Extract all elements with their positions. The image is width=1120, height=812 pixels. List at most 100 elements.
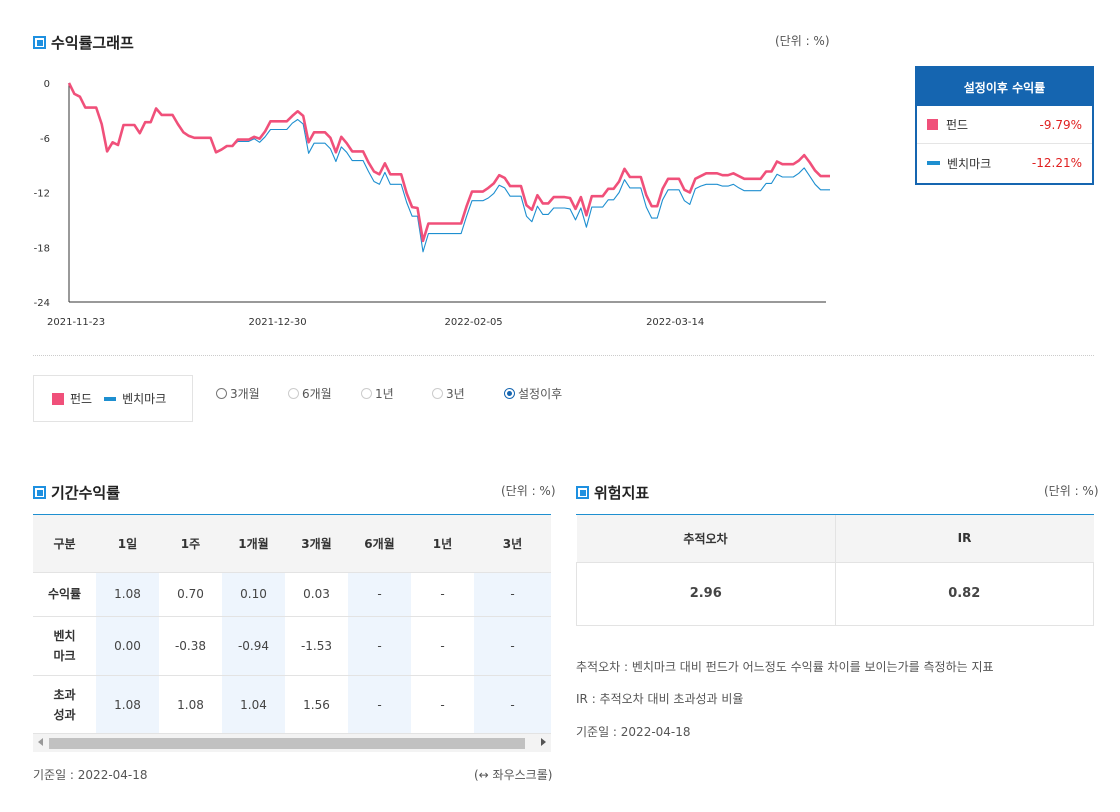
risk-table: 추적오차 IR 2.96 0.82: [576, 515, 1094, 626]
x-tick-label: 2021-12-30: [249, 317, 307, 328]
risk-unit: (단위 : %): [1044, 484, 1099, 498]
table-cell: -: [474, 616, 551, 676]
radio-circle-since[interactable]: [504, 388, 515, 399]
table-cell: -0.38: [159, 616, 222, 676]
x-tick-label: 2021-11-23: [47, 317, 105, 328]
table-row: 수익률 1.08 0.70 0.10 0.03 - - -: [33, 572, 551, 617]
header-cell: 3년: [474, 515, 551, 573]
period-radio-3m[interactable]: 3개월: [216, 385, 260, 402]
section-divider: [33, 355, 1094, 356]
row-label: 수익률: [33, 572, 96, 617]
header-cell: 1일: [96, 515, 159, 573]
period-return-table: 구분 1일 1주 1개월 3개월 6개월 1년 3년 수익률 1.08 0.70…: [33, 515, 551, 735]
table-cell: 0.00: [96, 616, 159, 676]
table-cell: 1.04: [222, 675, 285, 735]
period-return-table-wrap: 구분 1일 1주 1개월 3개월 6개월 1년 3년 수익률 1.08 0.70…: [33, 514, 551, 735]
risk-base-date: 기준일 : 2022-04-18: [576, 725, 691, 739]
period-radio-since[interactable]: 설정이후: [504, 385, 562, 402]
since-fund-label: 펀드: [946, 118, 969, 132]
return-line-chart: 0 -6 -12 -18 -24 2021-11-23 2021-12-30 2022-02…: [34, 79, 830, 328]
period-base-date: 기준일 : 2022-04-18: [33, 768, 148, 782]
x-tick-label: 2022-02-05: [445, 317, 503, 328]
risk-value-row: 2.96 0.82: [576, 562, 1094, 626]
header-cell: IR: [835, 515, 1094, 563]
return-graph-title: 수익률그래프: [33, 32, 134, 53]
table-cell: 1.08: [159, 675, 222, 735]
legend-fund-label: 펀드: [70, 392, 93, 406]
since-inception-box: 설정이후 수익률 펀드 -9.79% 벤치마크 -12.21%: [915, 66, 1094, 185]
square-bullet-icon: [33, 36, 46, 49]
ir-value: 0.82: [835, 562, 1094, 626]
y-tick-label: -18: [34, 243, 50, 254]
chart-legend: 펀드 벤치마크: [33, 375, 193, 422]
period-radio-1y: 1년: [361, 385, 394, 402]
radio-circle-1y: [361, 388, 372, 399]
scrollbar-thumb[interactable]: [49, 738, 525, 749]
row-label: 벤치 마크: [33, 616, 96, 676]
tracking-error-value: 2.96: [576, 562, 836, 626]
table-cell: 0.03: [285, 572, 348, 617]
risk-note-tracking-error: 추적오차 : 벤치마크 대비 펀드가 어느정도 수익률 차이를 보이는가를 측정…: [576, 660, 994, 674]
square-bullet-icon: [576, 486, 589, 499]
square-bullet-icon: [33, 486, 46, 499]
horizontal-scrollbar[interactable]: [33, 733, 551, 752]
table-row: 벤치 마크 0.00 -0.38 -0.94 -1.53 - - -: [33, 616, 551, 676]
radio-circle-3y: [432, 388, 443, 399]
header-cell: 구분: [33, 515, 96, 573]
radio-circle-3m[interactable]: [216, 388, 227, 399]
header-cell: 1년: [411, 515, 474, 573]
since-inception-title: 설정이후 수익률: [917, 68, 1092, 106]
table-cell: -: [411, 675, 474, 735]
fund-color-swatch: [927, 119, 938, 130]
y-tick-label: -12: [34, 189, 50, 200]
scroll-hint: (↔ 좌우스크롤): [474, 768, 553, 782]
table-cell: -: [411, 616, 474, 676]
table-cell: -: [348, 616, 411, 676]
since-fund-row: 펀드 -9.79%: [917, 106, 1092, 144]
benchmark-series-line: [68, 82, 830, 253]
since-bm-value: -12.21%: [1031, 156, 1082, 170]
table-cell: -: [474, 572, 551, 617]
table-cell: -1.53: [285, 616, 348, 676]
table-cell: 0.10: [222, 572, 285, 617]
table-cell: 0.70: [159, 572, 222, 617]
y-tick-label: 0: [44, 79, 50, 90]
legend-bm-label: 벤치마크: [122, 392, 167, 406]
table-cell: -: [474, 675, 551, 735]
table-cell: -: [348, 675, 411, 735]
scroll-right-icon[interactable]: [541, 738, 546, 746]
scroll-left-icon[interactable]: [38, 738, 43, 746]
y-tick-label: -6: [40, 134, 50, 145]
since-bm-row: 벤치마크 -12.21%: [917, 144, 1092, 182]
y-tick-label: -24: [34, 298, 50, 309]
x-tick-label: 2022-03-14: [646, 317, 704, 328]
header-cell: 3개월: [285, 515, 348, 573]
risk-table-wrap: 추적오차 IR 2.96 0.82: [576, 514, 1094, 626]
risk-title: 위험지표: [576, 482, 649, 503]
header-cell: 6개월: [348, 515, 411, 573]
table-cell: -: [348, 572, 411, 617]
header-cell: 1개월: [222, 515, 285, 573]
period-header-row: 구분 1일 1주 1개월 3개월 6개월 1년 3년: [33, 515, 551, 573]
legend-bm-swatch: [104, 396, 117, 401]
period-return-unit: (단위 : %): [501, 484, 556, 498]
since-bm-label: 벤치마크: [947, 156, 992, 171]
header-cell: 추적오차: [576, 515, 836, 563]
table-cell: -0.94: [222, 616, 285, 676]
table-cell: 1.56: [285, 675, 348, 735]
period-return-title: 기간수익률: [33, 482, 120, 503]
table-cell: 1.08: [96, 675, 159, 735]
radio-circle-6m: [288, 388, 299, 399]
row-label: 초과 성과: [33, 675, 96, 735]
benchmark-color-swatch: [927, 161, 940, 165]
fund-series-line: [67, 82, 830, 243]
header-cell: 1주: [159, 515, 222, 573]
return-graph-unit: (단위 : %): [775, 34, 830, 48]
table-row: 초과 성과 1.08 1.08 1.04 1.56 - - -: [33, 675, 551, 735]
period-radio-3y: 3년: [432, 385, 465, 402]
legend-fund-swatch: [52, 392, 64, 405]
risk-header-row: 추적오차 IR: [576, 515, 1094, 563]
table-cell: -: [411, 572, 474, 617]
risk-note-ir: IR : 추적오차 대비 초과성과 비율: [576, 692, 744, 706]
table-cell: 1.08: [96, 572, 159, 617]
